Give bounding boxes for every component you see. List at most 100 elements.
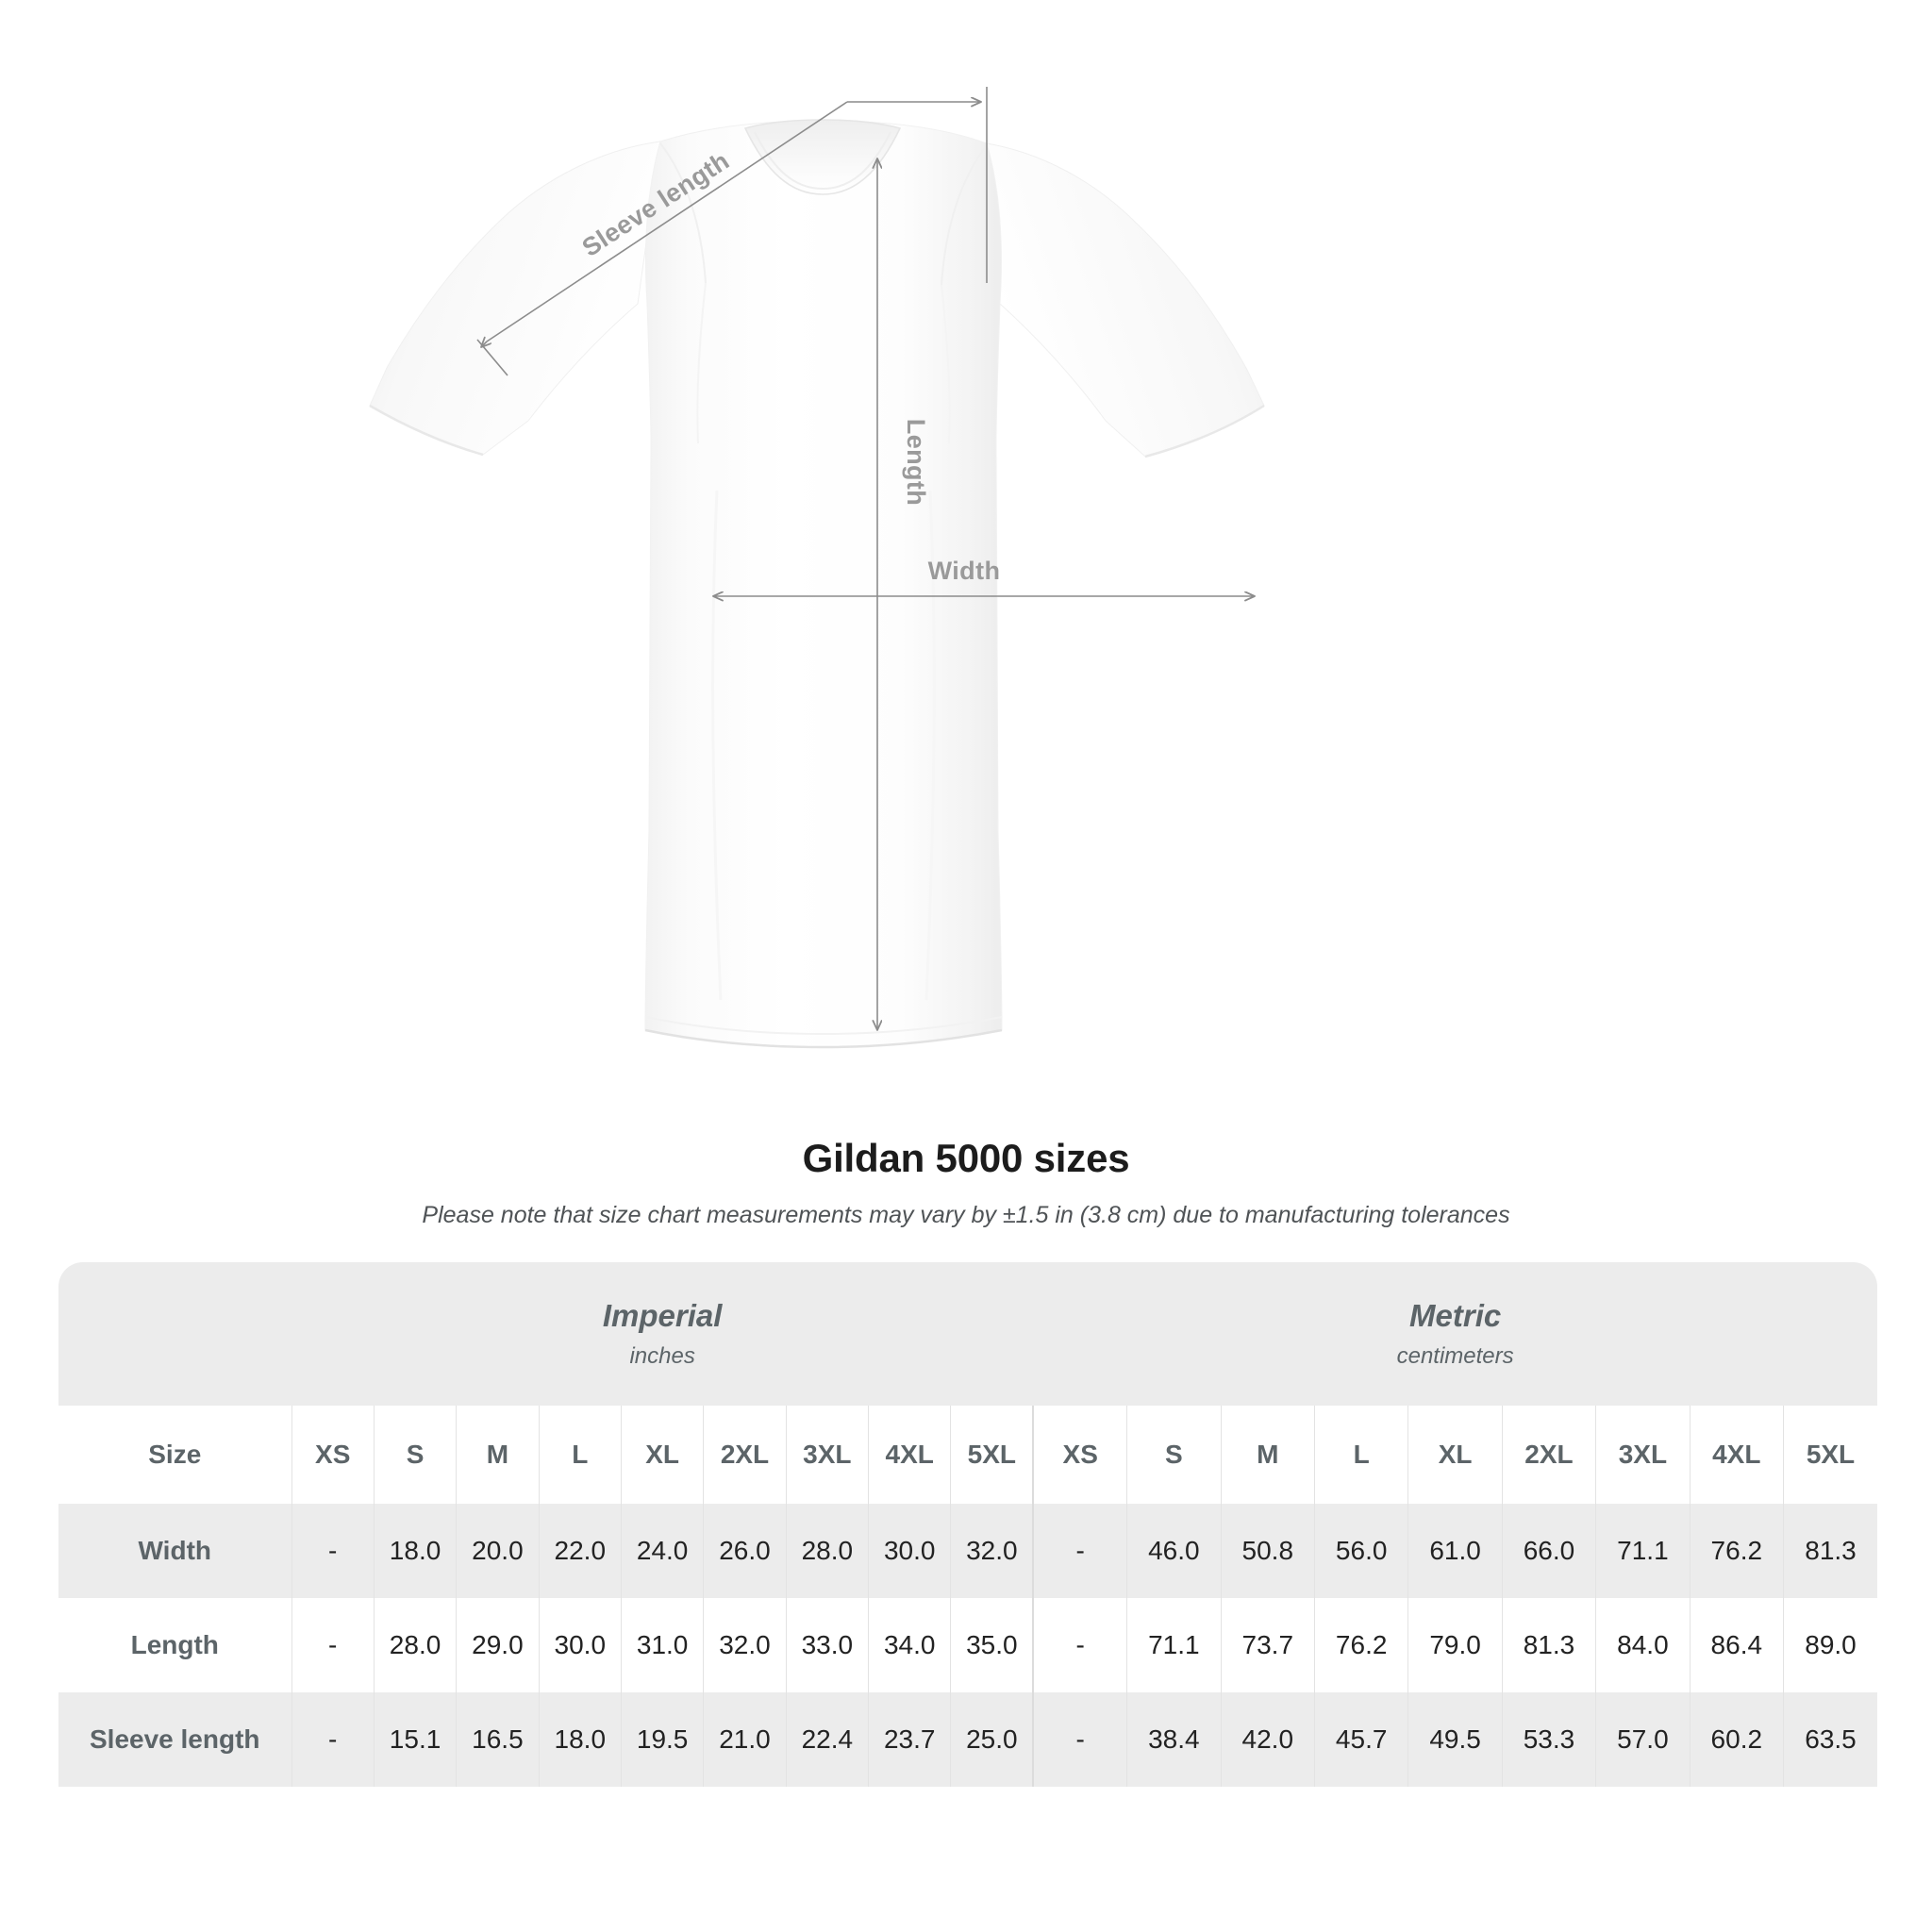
- width-dimension: Width: [713, 557, 1255, 596]
- tshirt-diagram: Sleeve length Length Width: [369, 87, 1265, 1049]
- metric-unit-cell: Metric centimeters: [1033, 1262, 1877, 1406]
- unit-corner-cell: [58, 1262, 292, 1406]
- size-header-metric-m: M: [1220, 1406, 1315, 1504]
- row-label-sleeve-length: Sleeve length: [58, 1692, 292, 1787]
- size-header-imperial-3xl: 3XL: [785, 1406, 869, 1504]
- size-table: Imperial inches Metric centimeters Size …: [58, 1262, 1877, 1787]
- width-imperial-m: 20.0: [456, 1504, 540, 1598]
- width-metric-5xl: 81.3: [1783, 1504, 1877, 1598]
- length-metric-xl: 79.0: [1407, 1598, 1503, 1692]
- size-header-metric-xl: XL: [1407, 1406, 1503, 1504]
- length-metric-m: 73.7: [1220, 1598, 1315, 1692]
- width-metric-m: 50.8: [1220, 1504, 1315, 1598]
- length-metric-4xl: 86.4: [1689, 1598, 1784, 1692]
- size-table-wrapper: Imperial inches Metric centimeters Size …: [58, 1262, 1877, 1787]
- sleeve-metric-xs: -: [1032, 1692, 1127, 1787]
- table-row-sleeve-length: Sleeve length - 15.1 16.5 18.0 19.5 21.0…: [58, 1692, 1877, 1787]
- length-metric-5xl: 89.0: [1783, 1598, 1877, 1692]
- row-label-width: Width: [58, 1504, 292, 1598]
- sleeve-metric-xl: 49.5: [1407, 1692, 1503, 1787]
- length-metric-l: 76.2: [1313, 1598, 1408, 1692]
- table-row-length: Length - 28.0 29.0 30.0 31.0 32.0 33.0 3…: [58, 1598, 1877, 1692]
- sleeve-metric-m: 42.0: [1220, 1692, 1315, 1787]
- title-block: Gildan 5000 sizes Please note that size …: [0, 1136, 1932, 1229]
- width-metric-2xl: 66.0: [1501, 1504, 1596, 1598]
- tshirt-diagram-svg: Sleeve length Length Width: [369, 87, 1265, 1049]
- size-header-metric-4xl: 4XL: [1689, 1406, 1784, 1504]
- page-title: Gildan 5000 sizes: [802, 1136, 1130, 1180]
- sleeve-imperial-xl: 19.5: [620, 1692, 704, 1787]
- sleeve-metric-2xl: 53.3: [1501, 1692, 1596, 1787]
- tolerance-note: Please note that size chart measurements…: [422, 1202, 1510, 1229]
- sleeve-imperial-s: 15.1: [373, 1692, 457, 1787]
- width-imperial-2xl: 26.0: [703, 1504, 787, 1598]
- size-header-metric-xs: XS: [1032, 1406, 1127, 1504]
- table-row-width: Width - 18.0 20.0 22.0 24.0 26.0 28.0 30…: [58, 1504, 1877, 1598]
- width-imperial-3xl: 28.0: [785, 1504, 869, 1598]
- sleeve-imperial-5xl: 25.0: [950, 1692, 1034, 1787]
- width-label: Width: [928, 557, 1001, 585]
- size-header-metric-2xl: 2XL: [1501, 1406, 1596, 1504]
- length-imperial-xs: -: [291, 1598, 375, 1692]
- length-imperial-m: 29.0: [456, 1598, 540, 1692]
- sleeve-metric-3xl: 57.0: [1595, 1692, 1690, 1787]
- size-header-row: Size XS S M L XL 2XL 3XL 4XL 5XL XS S M …: [58, 1406, 1877, 1504]
- imperial-unit-sub: inches: [629, 1343, 695, 1370]
- metric-label: Metric: [1409, 1298, 1502, 1334]
- size-header-imperial-5xl: 5XL: [950, 1406, 1034, 1504]
- size-header-metric-5xl: 5XL: [1783, 1406, 1877, 1504]
- length-metric-2xl: 81.3: [1501, 1598, 1596, 1692]
- length-metric-3xl: 84.0: [1595, 1598, 1690, 1692]
- width-imperial-4xl: 30.0: [868, 1504, 951, 1598]
- sleeve-imperial-l: 18.0: [538, 1692, 622, 1787]
- width-imperial-xs: -: [291, 1504, 375, 1598]
- size-header-metric-3xl: 3XL: [1595, 1406, 1690, 1504]
- sleeve-imperial-xs: -: [291, 1692, 375, 1787]
- size-header-metric-s: S: [1126, 1406, 1222, 1504]
- length-imperial-s: 28.0: [373, 1598, 457, 1692]
- width-metric-l: 56.0: [1313, 1504, 1408, 1598]
- size-header-imperial-4xl: 4XL: [868, 1406, 951, 1504]
- sleeve-metric-4xl: 60.2: [1689, 1692, 1784, 1787]
- length-imperial-3xl: 33.0: [785, 1598, 869, 1692]
- length-metric-xs: -: [1032, 1598, 1127, 1692]
- size-header-imperial-m: M: [456, 1406, 540, 1504]
- width-metric-s: 46.0: [1126, 1504, 1222, 1598]
- length-imperial-2xl: 32.0: [703, 1598, 787, 1692]
- sleeve-imperial-2xl: 21.0: [703, 1692, 787, 1787]
- size-header-imperial-xs: XS: [291, 1406, 375, 1504]
- size-header-imperial-xl: XL: [620, 1406, 704, 1504]
- sleeve-metric-5xl: 63.5: [1783, 1692, 1877, 1787]
- sleeve-metric-s: 38.4: [1126, 1692, 1222, 1787]
- length-metric-s: 71.1: [1126, 1598, 1222, 1692]
- width-metric-xs: -: [1032, 1504, 1127, 1598]
- sleeve-imperial-3xl: 22.4: [785, 1692, 869, 1787]
- tshirt-graphic: [369, 119, 1265, 1049]
- sleeve-metric-l: 45.7: [1313, 1692, 1408, 1787]
- length-imperial-5xl: 35.0: [950, 1598, 1034, 1692]
- width-metric-3xl: 71.1: [1595, 1504, 1690, 1598]
- width-metric-4xl: 76.2: [1689, 1504, 1784, 1598]
- size-header-label: Size: [58, 1406, 292, 1504]
- length-label: Length: [902, 419, 930, 506]
- length-imperial-xl: 31.0: [620, 1598, 704, 1692]
- length-imperial-l: 30.0: [538, 1598, 622, 1692]
- imperial-label: Imperial: [602, 1298, 723, 1334]
- row-label-length: Length: [58, 1598, 292, 1692]
- width-imperial-xl: 24.0: [620, 1504, 704, 1598]
- width-imperial-5xl: 32.0: [950, 1504, 1034, 1598]
- sleeve-imperial-m: 16.5: [456, 1692, 540, 1787]
- size-header-imperial-s: S: [373, 1406, 457, 1504]
- size-header-imperial-2xl: 2XL: [703, 1406, 787, 1504]
- sleeve-imperial-4xl: 23.7: [868, 1692, 951, 1787]
- length-imperial-4xl: 34.0: [868, 1598, 951, 1692]
- size-header-metric-l: L: [1313, 1406, 1408, 1504]
- metric-unit-sub: centimeters: [1396, 1343, 1514, 1370]
- size-header-imperial-l: L: [538, 1406, 622, 1504]
- width-metric-xl: 61.0: [1407, 1504, 1503, 1598]
- width-imperial-l: 22.0: [538, 1504, 622, 1598]
- imperial-unit-cell: Imperial inches: [291, 1262, 1034, 1406]
- unit-header-row: Imperial inches Metric centimeters: [58, 1262, 1877, 1406]
- width-imperial-s: 18.0: [373, 1504, 457, 1598]
